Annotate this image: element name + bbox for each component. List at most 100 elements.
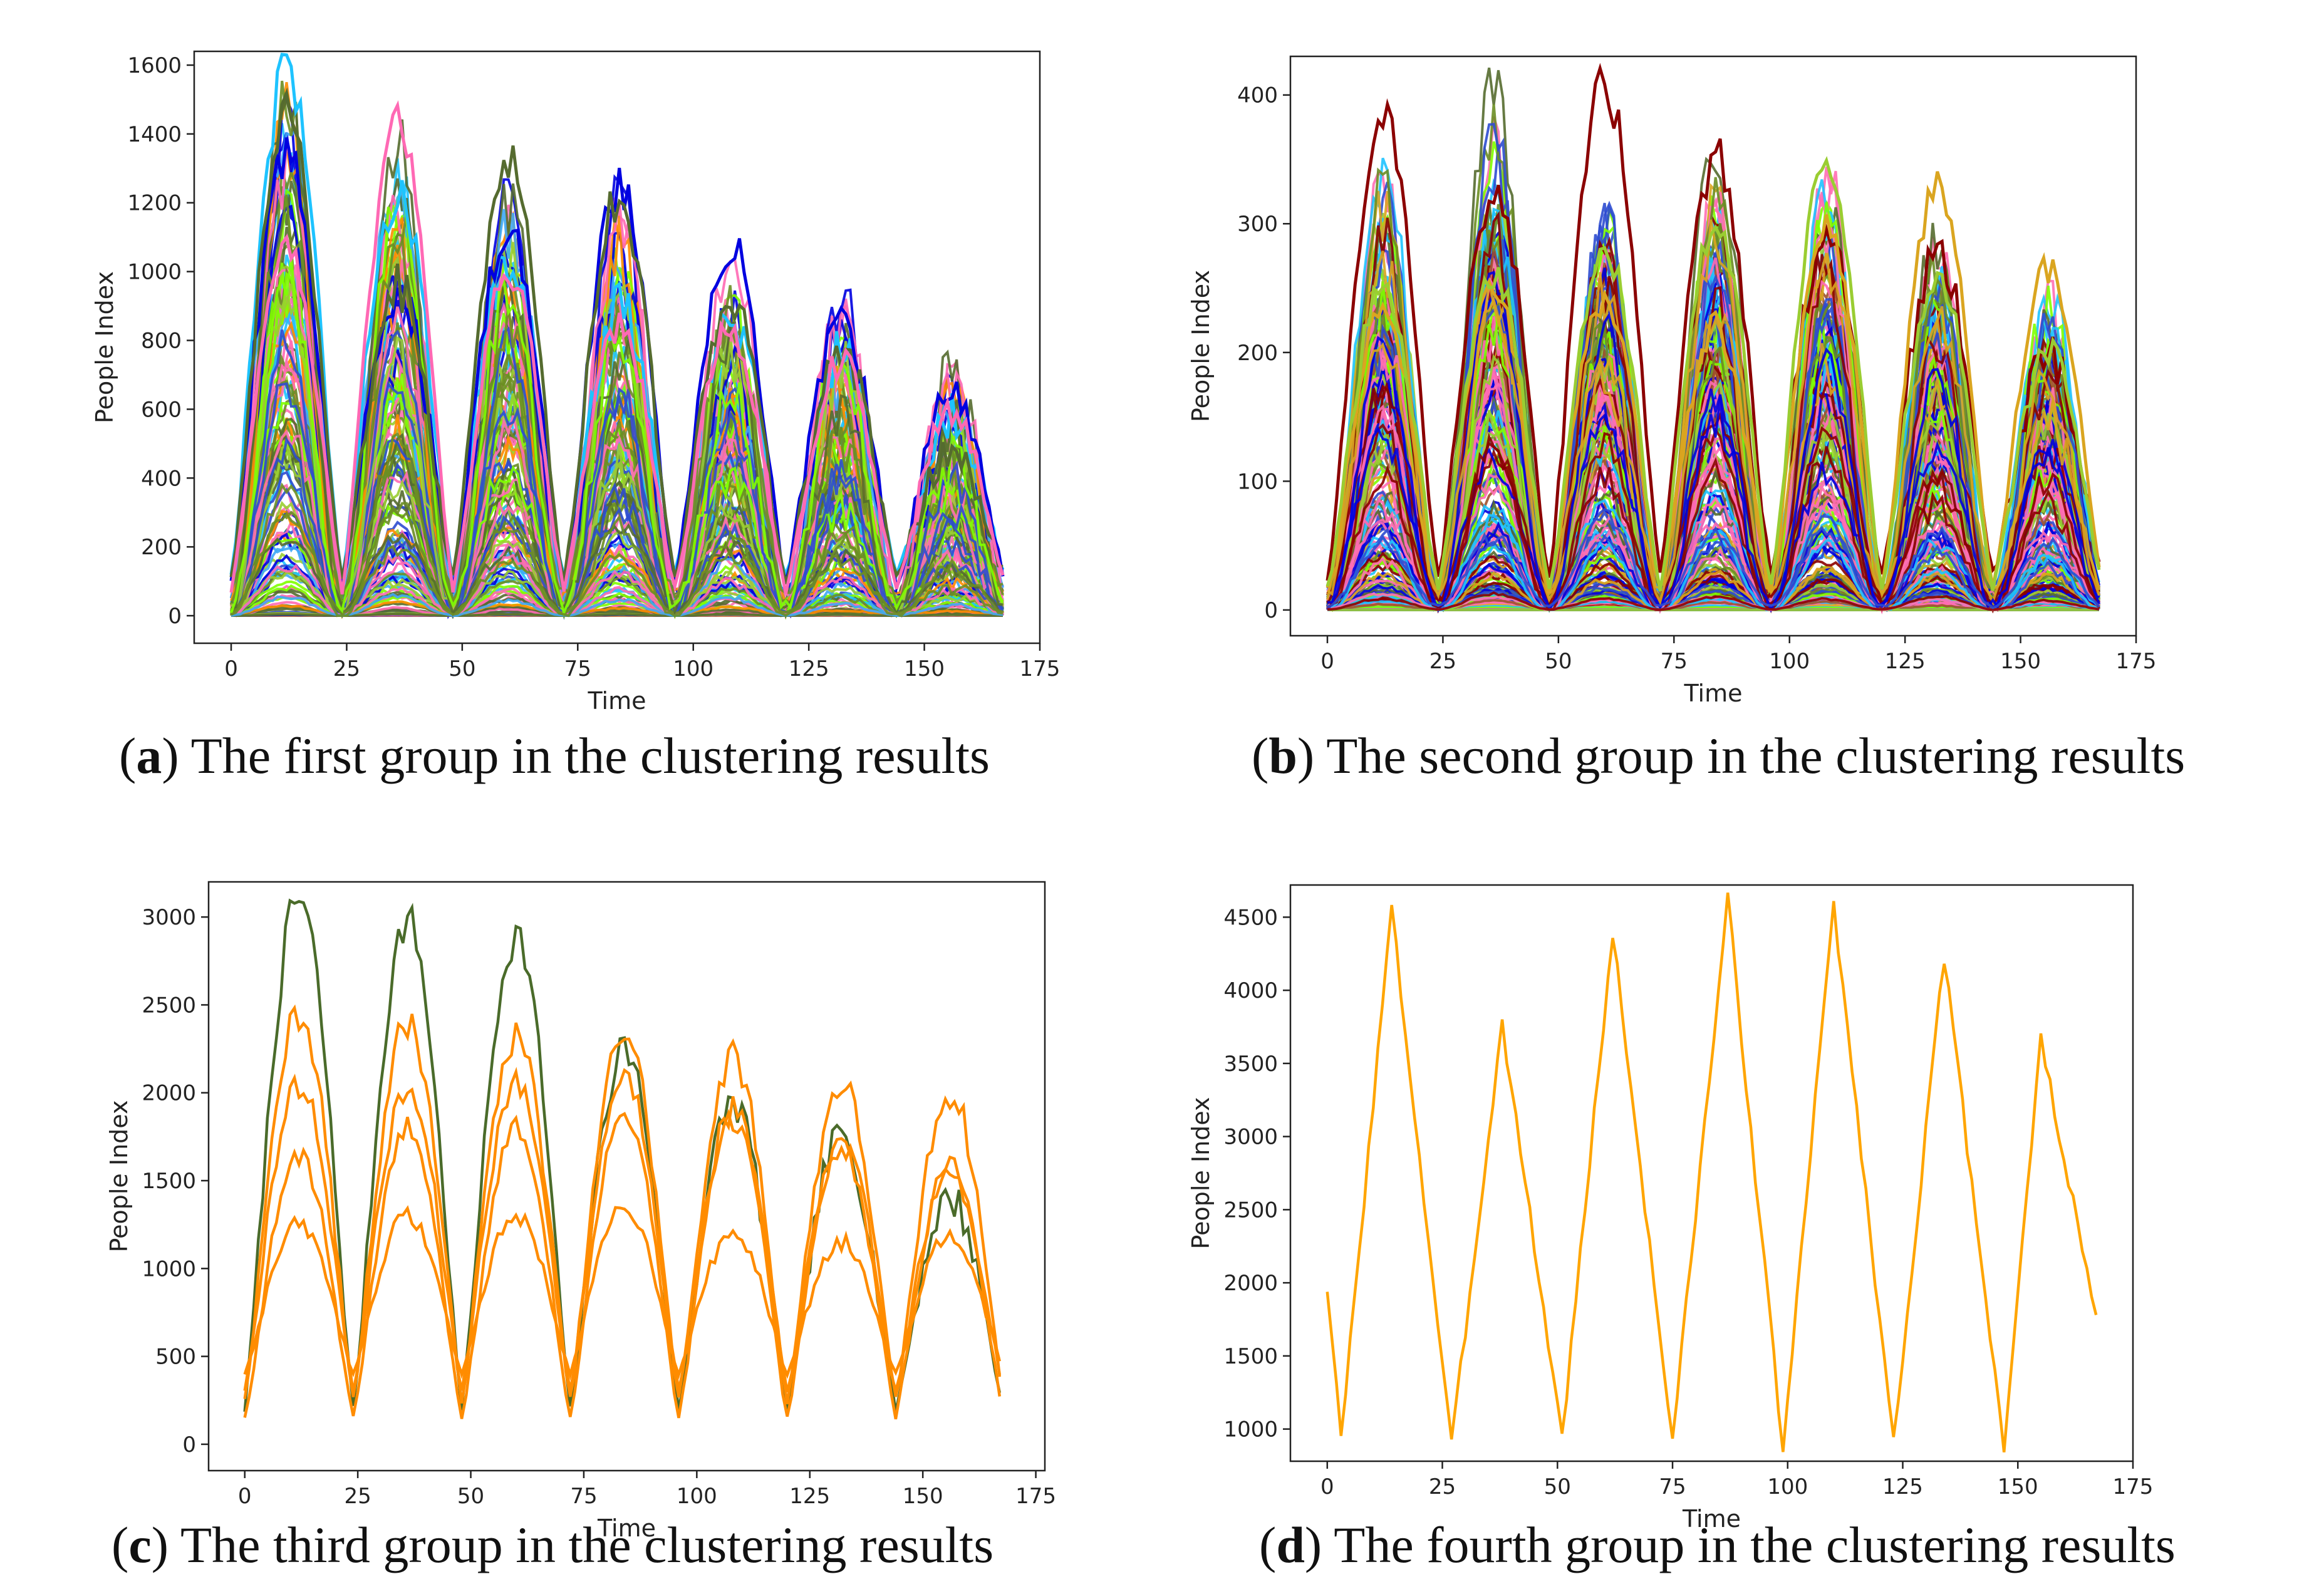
axes-d: 0 25 50 75 100 125 150 175 1000 1500 2000 2500 3000 3…	[1187, 884, 2154, 1533]
panel-c: 0 25 50 75 100 125 150 175 0 500 1000 1500 2000 2500 3…	[0, 794, 1162, 1589]
series-line	[231, 613, 1004, 617]
x-tick-label: 75	[570, 1484, 597, 1509]
x-tick-label: 50	[457, 1484, 484, 1509]
x-tick-label: 125	[789, 656, 829, 681]
axes-a: 0 25 50 75 100 125 150 175 0 200 400 600 800 1000 1200…	[91, 50, 1061, 715]
y-axis-label: People Index	[1187, 1097, 1215, 1250]
caption-d: (d) The fourth group in the clustering r…	[1259, 1516, 2176, 1573]
series-line	[1325, 893, 2098, 1452]
x-tick-label: 175	[1020, 656, 1061, 681]
series-line	[231, 553, 1004, 617]
axes-b: 0 25 50 75 100 125 150 175 0 100 200 300 400 Time Peop…	[1187, 55, 2157, 707]
y-axis-label: People Index	[1187, 270, 1215, 422]
caption-b-letter: b	[1268, 727, 1297, 784]
series-group-b	[1325, 63, 2101, 615]
series-line	[243, 1067, 1002, 1397]
y-tick-label: 2000	[1223, 1271, 1278, 1296]
y-tick-label: 0	[1264, 598, 1278, 623]
x-tick-label: 50	[449, 656, 475, 681]
x-tick-label: 100	[677, 1484, 717, 1509]
y-tick-label: 1400	[127, 122, 182, 147]
series-line	[230, 511, 1004, 616]
series-line	[243, 1205, 1001, 1381]
series-group-d	[1325, 893, 2098, 1452]
series-line	[1327, 271, 2100, 613]
caption-c-letter: c	[128, 1516, 152, 1573]
series-line	[1327, 591, 2100, 611]
y-tick-label: 4000	[1223, 978, 1278, 1003]
caption-a-text: The first group in the clustering result…	[190, 727, 990, 784]
x-tick-label: 0	[1320, 1474, 1334, 1499]
x-tick-label: 150	[904, 656, 945, 681]
x-tick-label: 150	[903, 1484, 943, 1509]
x-axis-label: Time	[597, 1514, 656, 1542]
y-tick-label: 400	[141, 466, 182, 491]
x-tick-label: 125	[1882, 1474, 1923, 1499]
y-tick-label: 2500	[1223, 1198, 1278, 1223]
y-tick-label: 500	[155, 1345, 196, 1370]
y-tick-label: 4500	[1223, 905, 1278, 930]
x-tick-label: 0	[238, 1484, 252, 1509]
x-tick-label: 0	[224, 656, 238, 681]
panel-d: 0 25 50 75 100 125 150 175 1000 1500 2000 2500 3000 3…	[1162, 794, 2324, 1589]
y-tick-label: 600	[141, 397, 182, 422]
plot-frame-a	[193, 50, 1041, 644]
series-line	[231, 482, 1004, 618]
y-tick-label: 3500	[1223, 1052, 1278, 1077]
y-tick-label: 2500	[142, 993, 196, 1018]
y-tick-label: 200	[1237, 341, 1278, 366]
y-tick-label: 200	[141, 535, 182, 560]
x-tick-label: 25	[345, 1484, 371, 1509]
x-tick-label: 125	[789, 1484, 830, 1509]
series-group-c	[243, 898, 1002, 1420]
panel-b: 0 25 50 75 100 125 150 175 0 100 200 300 400 Time Peop…	[1162, 0, 2324, 794]
series-line	[231, 593, 1004, 618]
caption-c-text: The third group in the clustering result…	[180, 1516, 994, 1573]
y-axis-label: People Index	[91, 271, 118, 423]
plot-frame-c	[207, 881, 1046, 1472]
y-tick-label: 0	[182, 1432, 196, 1457]
y-tick-label: 1000	[1223, 1417, 1278, 1442]
caption-a: (a) The first group in the clustering re…	[119, 727, 990, 784]
series-line	[243, 1004, 1002, 1405]
x-tick-label: 100	[1767, 1474, 1808, 1499]
series-line-highlight	[229, 100, 1005, 595]
series-line-highlight	[1325, 156, 2101, 592]
y-tick-label: 300	[1237, 212, 1278, 237]
caption-c: (c) The third group in the clustering re…	[112, 1516, 994, 1573]
y-tick-label: 1500	[1223, 1344, 1278, 1369]
x-tick-label: 75	[1661, 649, 1688, 674]
x-tick-label: 175	[2116, 649, 2157, 674]
x-tick-label: 25	[1429, 649, 1456, 674]
y-tick-label: 2000	[142, 1081, 196, 1106]
y-tick-label: 0	[168, 604, 182, 629]
x-tick-label: 175	[2113, 1474, 2154, 1499]
series-line	[231, 242, 1004, 618]
x-tick-label: 100	[673, 656, 713, 681]
panel-a: 0 25 50 75 100 125 150 175 0 200 400 600 800 1000 1200…	[0, 0, 1162, 794]
chart-a: 0 25 50 75 100 125 150 175 0 200 400 600 800 1000 1200…	[91, 50, 1061, 715]
series-line	[1326, 426, 2100, 612]
x-tick-label: 25	[333, 656, 360, 681]
chart-c: 0 25 50 75 100 125 150 175 0 500 1000 1500 2000 2500 3…	[105, 881, 1056, 1542]
x-tick-label: 0	[1320, 649, 1334, 674]
caption-b-text: The second group in the clustering resul…	[1326, 727, 2186, 784]
series-line	[1327, 423, 2100, 606]
x-tick-label: 175	[1015, 1484, 1056, 1509]
y-tick-label: 3000	[1223, 1125, 1278, 1150]
plot-frame-d	[1289, 884, 2134, 1462]
series-line	[1327, 508, 2100, 609]
chart-b: 0 25 50 75 100 125 150 175 0 100 200 300 400 Time Peop…	[1187, 55, 2157, 707]
caption-b: (b) The second group in the clustering r…	[1252, 727, 2186, 784]
series-line	[231, 95, 1004, 617]
y-tick-label: 3000	[142, 905, 196, 930]
y-axis-label: People Index	[105, 1100, 133, 1253]
x-tick-label: 75	[564, 656, 591, 681]
series-line	[230, 180, 1004, 617]
y-tick-label: 400	[1237, 83, 1278, 108]
caption-a-letter: a	[136, 727, 162, 784]
y-tick-label: 1000	[142, 1256, 196, 1281]
x-tick-label: 50	[1545, 649, 1572, 674]
y-tick-label: 100	[1237, 469, 1278, 494]
y-tick-label: 1500	[142, 1169, 196, 1194]
